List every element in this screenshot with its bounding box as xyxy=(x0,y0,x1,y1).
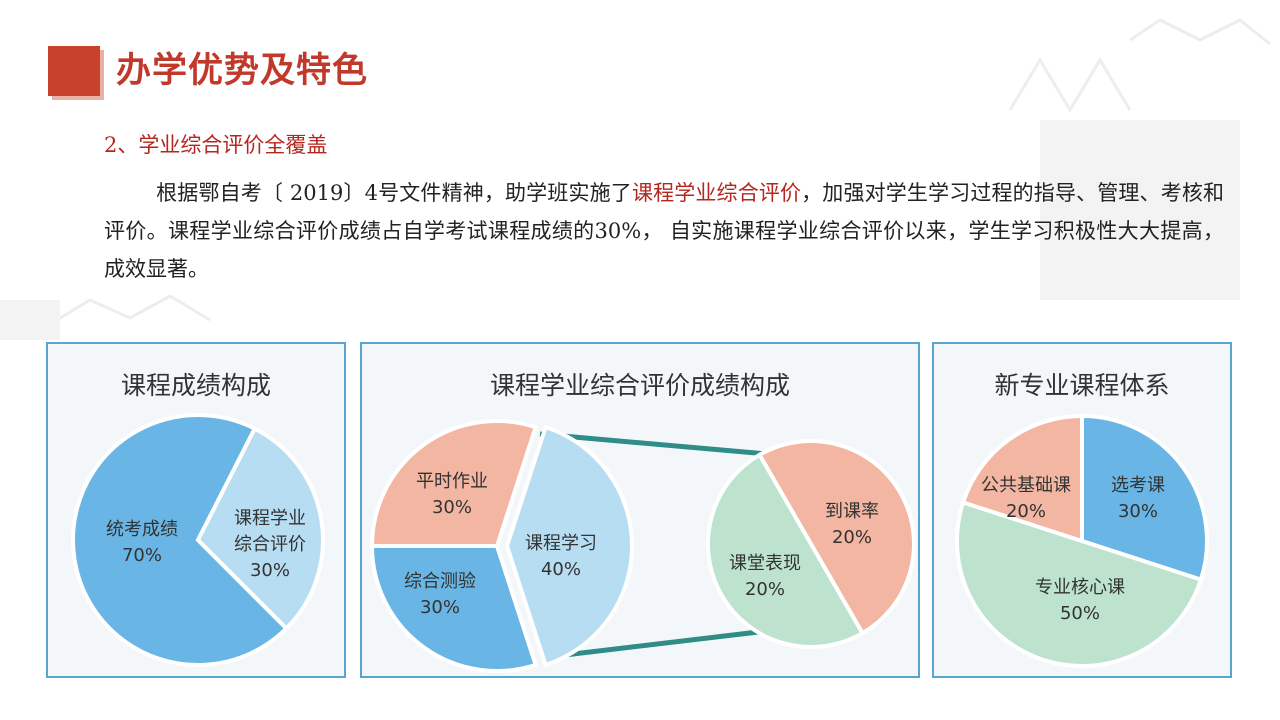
slice-label-line: 20% xyxy=(745,579,785,600)
slice-label-exam: 统考成绩 70% xyxy=(106,519,178,566)
pie-slice-homework xyxy=(369,419,539,548)
paragraph-part-1: 根据鄂自考〔 2019〕4号文件精神，助学班实施了 xyxy=(156,181,632,205)
slice-label-line: 30% xyxy=(420,597,460,618)
slice-label-homework: 平时作业 30% xyxy=(416,471,488,518)
pie-slice-evaluation xyxy=(195,425,325,632)
slice-label-course-study: 课程学习 40% xyxy=(525,533,597,580)
slice-label-line: 课程学习 xyxy=(525,533,597,554)
pie-slice-attendance xyxy=(756,439,916,636)
slice-label-line: 30% xyxy=(432,497,472,518)
pie-slice-foundation xyxy=(960,413,1084,544)
chart-title: 课程成绩构成 xyxy=(120,371,271,400)
slice-label-line: 课堂表现 xyxy=(729,553,801,574)
slice-label-line: 选考课 xyxy=(1111,475,1165,496)
slice-label-line: 70% xyxy=(122,545,162,566)
slice-label-comprehensive-test: 综合测验 30% xyxy=(404,571,476,618)
pie-slice-course-study xyxy=(504,424,634,668)
slice-label-line: 综合测验 xyxy=(404,571,476,592)
slice-label-line: 20% xyxy=(1006,501,1046,522)
slice-label-line: 20% xyxy=(832,527,872,548)
slice-label-foundation: 公共基础课 20% xyxy=(981,475,1071,522)
slice-label-line: 30% xyxy=(250,560,290,581)
slice-label-core: 专业核心课 50% xyxy=(1035,577,1125,624)
header-accent-block xyxy=(48,46,100,96)
slice-label-line: 平时作业 xyxy=(416,471,488,492)
breakdown-connector-line xyxy=(547,625,793,660)
paragraph-highlight: 课程学业综合评价 xyxy=(631,181,802,205)
slice-label-line: 课程学业 xyxy=(234,508,306,529)
page-title: 办学优势及特色 xyxy=(116,51,369,91)
section-heading: 2、学业综合评价全覆盖 xyxy=(104,133,328,157)
pie-slice-elective xyxy=(1080,413,1209,583)
chart-title: 课程学业综合评价成绩构成 xyxy=(489,371,790,400)
slice-label-evaluation: 课程学业综合评价 30% xyxy=(234,508,306,581)
chart-title: 新专业课程体系 xyxy=(994,371,1170,400)
slice-label-line: 综合评价 xyxy=(234,534,306,555)
slice-label-line: 专业核心课 xyxy=(1035,577,1125,598)
paragraph-part-2: ，加强对学生学习过程的指导、管理、考核和评价。课程学业综合评价成绩占自学考试课程… xyxy=(104,181,1224,281)
slice-label-line: 统考成绩 xyxy=(106,519,178,540)
pie-slice-exam xyxy=(71,413,290,667)
breakdown-connector-line xyxy=(539,431,791,459)
slice-label-line: 30% xyxy=(1118,501,1158,522)
slice-label-line: 40% xyxy=(541,559,581,580)
slice-label-attendance: 到课率 20% xyxy=(825,501,879,548)
slice-label-line: 50% xyxy=(1060,603,1100,624)
slice-label-elective: 选考课 30% xyxy=(1111,475,1165,522)
pie-slice-comprehensive-test xyxy=(369,544,539,673)
slice-label-line: 到课率 xyxy=(825,501,879,522)
slice-label-line: 公共基础课 xyxy=(981,475,1071,496)
pie-slice-core xyxy=(955,499,1204,668)
slice-label-class-performance: 课堂表现 20% xyxy=(729,553,801,600)
body-paragraph: 根据鄂自考〔 2019〕4号文件精神，助学班实施了课程学业综合评价，加强对学生学… xyxy=(104,174,1224,288)
pie-slice-class-performance xyxy=(706,452,866,649)
